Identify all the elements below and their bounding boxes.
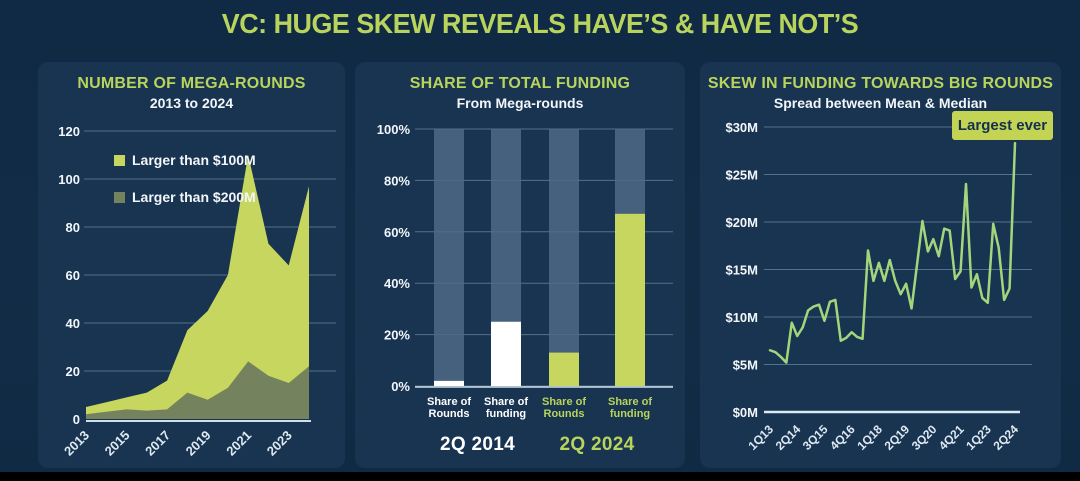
panel-skew-in-funding: $0M $5M $10M $15M $20M $25M $30M 1Q13 2Q14 3Q15 4Q… bbox=[700, 62, 1061, 468]
svg-text:60: 60 bbox=[66, 268, 80, 283]
legend-swatch-100m-icon bbox=[114, 154, 125, 166]
svg-text:$20M: $20M bbox=[725, 215, 758, 230]
svg-text:80: 80 bbox=[66, 220, 80, 235]
svg-text:20%: 20% bbox=[384, 328, 410, 343]
mega-rounds-area-chart: 0 20 40 60 80 100 120 2013 2015 2017 2019 2021 2023 bbox=[58, 124, 336, 459]
svg-text:1Q13: 1Q13 bbox=[745, 422, 776, 453]
svg-text:1Q18: 1Q18 bbox=[854, 422, 885, 453]
panel-title-share-funding: SHARE OF TOTAL FUNDING bbox=[409, 75, 631, 92]
bottom-black-strip bbox=[0, 472, 1080, 481]
svg-text:$15M: $15M bbox=[725, 263, 758, 278]
svg-text:2019: 2019 bbox=[183, 428, 214, 459]
svg-text:60%: 60% bbox=[384, 225, 410, 240]
svg-text:120: 120 bbox=[58, 124, 80, 139]
svg-text:40: 40 bbox=[66, 316, 80, 331]
page-title: VC: HUGE SKEW REVEALS HAVE’S & HAVE NOT’… bbox=[221, 8, 859, 39]
area-legend: Larger than $100M Larger than $200M bbox=[114, 150, 256, 224]
svg-text:$0M: $0M bbox=[733, 405, 758, 420]
panel-share-of-total-funding: 0% 20% 40% 60% 80% 100% SHARE OF TOTAL FUNDIN… bbox=[355, 62, 685, 468]
svg-text:0%: 0% bbox=[391, 379, 410, 394]
share-funding-bar-chart: 0% 20% 40% 60% 80% 100% bbox=[377, 122, 673, 394]
legend-label-200m: Larger than $200M bbox=[132, 189, 256, 205]
svg-text:2013: 2013 bbox=[61, 428, 92, 459]
svg-text:100: 100 bbox=[58, 172, 80, 187]
panel-title-skew: SKEW IN FUNDING TOWARDS BIG ROUNDS bbox=[707, 75, 1054, 92]
svg-text:3Q15: 3Q15 bbox=[800, 422, 831, 453]
legend-swatch-200m-icon bbox=[114, 191, 125, 203]
panel-subtitle-share-funding: From Mega-rounds bbox=[456, 95, 584, 111]
panel-title-mega-rounds: NUMBER OF MEGA-ROUNDS bbox=[77, 75, 306, 92]
bar-group-label: 2Q 2024 bbox=[559, 434, 635, 455]
svg-text:$10M: $10M bbox=[725, 310, 758, 325]
svg-text:3Q20: 3Q20 bbox=[909, 422, 940, 453]
panel-subtitle-mega-rounds: 2013 to 2024 bbox=[149, 95, 234, 111]
legend-item-larger-100m: Larger than $100M bbox=[114, 150, 256, 170]
svg-text:40%: 40% bbox=[384, 276, 410, 291]
svg-text:2015: 2015 bbox=[102, 428, 133, 459]
svg-text:1Q23: 1Q23 bbox=[963, 422, 994, 453]
bar-category-label: Share of funding bbox=[483, 396, 528, 420]
svg-text:2021: 2021 bbox=[223, 428, 254, 459]
svg-text:100%: 100% bbox=[377, 122, 411, 137]
svg-text:$5M: $5M bbox=[733, 358, 758, 373]
bar-group-label: 2Q 2014 bbox=[440, 434, 515, 455]
svg-text:4Q21: 4Q21 bbox=[936, 422, 967, 453]
svg-text:20: 20 bbox=[66, 364, 80, 379]
legend-label-100m: Larger than $100M bbox=[132, 152, 256, 168]
svg-text:2023: 2023 bbox=[264, 428, 295, 459]
panel-number-of-mega-rounds: 0 20 40 60 80 100 120 2013 2015 2017 2019 2021 2023 … bbox=[38, 62, 345, 468]
bar-category-label: Share of funding bbox=[607, 396, 652, 420]
svg-text:4Q16: 4Q16 bbox=[827, 422, 858, 453]
bar-category-label: Share of Rounds bbox=[541, 396, 586, 420]
svg-text:2017: 2017 bbox=[142, 428, 173, 459]
legend-item-larger-200m: Larger than $200M bbox=[114, 187, 256, 207]
svg-text:$30M: $30M bbox=[725, 120, 758, 135]
svg-text:2Q24: 2Q24 bbox=[990, 422, 1021, 453]
svg-text:2Q19: 2Q19 bbox=[882, 422, 913, 453]
svg-text:0: 0 bbox=[73, 412, 80, 427]
skew-line-chart: $0M$5M$10M$15M$20M$25M$30M1Q132Q143Q154Q… bbox=[725, 120, 1032, 453]
svg-text:2Q14: 2Q14 bbox=[773, 422, 804, 453]
svg-text:$25M: $25M bbox=[725, 168, 758, 183]
svg-text:80%: 80% bbox=[384, 173, 410, 188]
panel-subtitle-skew: Spread between Mean & Median bbox=[773, 95, 988, 111]
largest-ever-badge: Largest ever bbox=[952, 111, 1053, 140]
bar-category-label: Share of Rounds bbox=[426, 396, 471, 420]
